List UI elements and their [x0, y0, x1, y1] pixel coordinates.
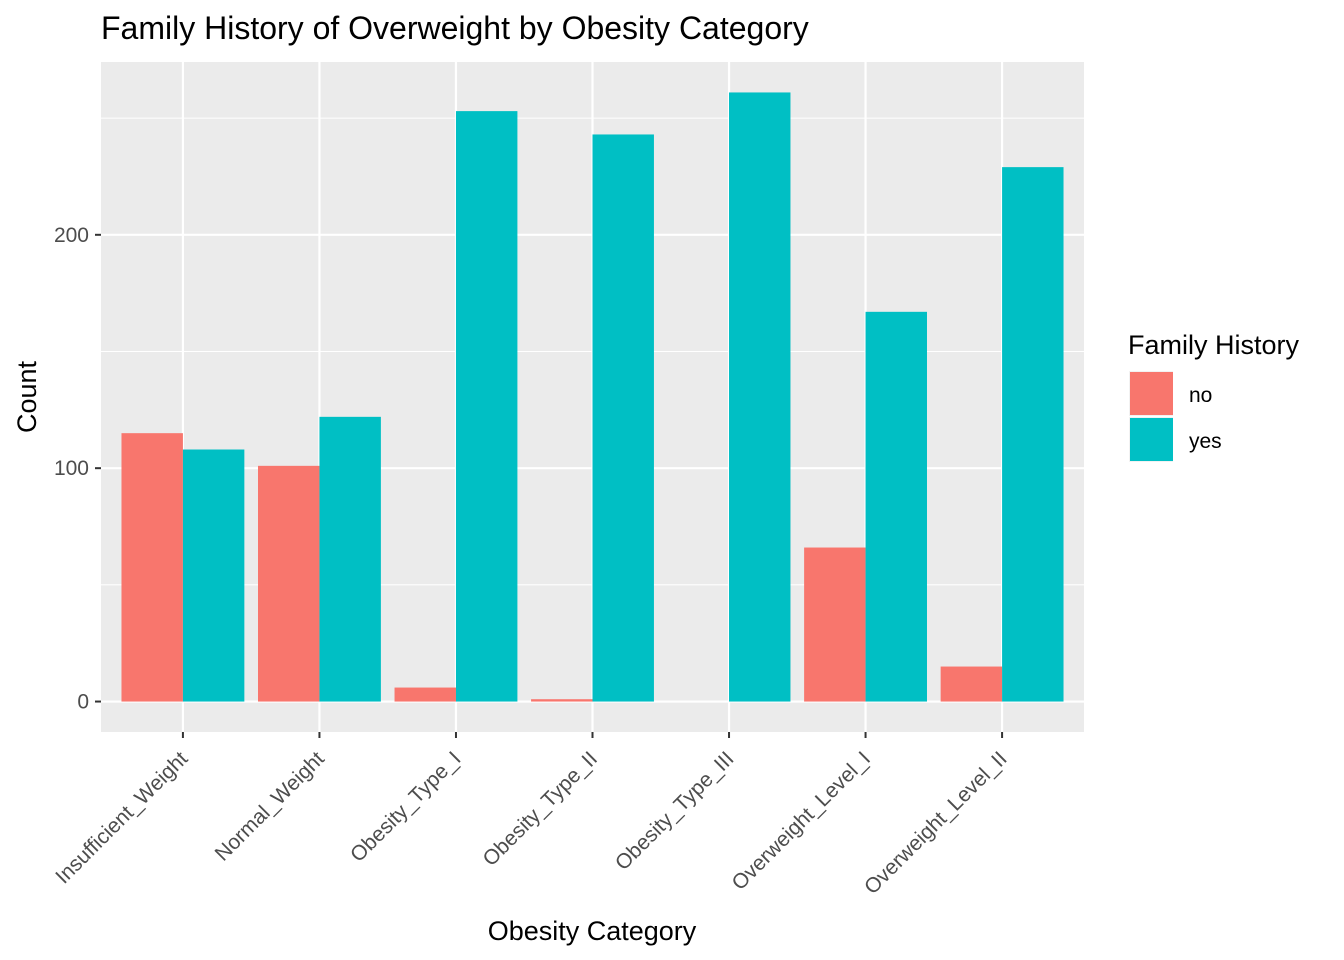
bar-yes-Overweight_Level_II — [1002, 167, 1064, 702]
x-tick-label: Obesity_Type_III — [611, 747, 739, 875]
bar-no-Overweight_Level_I — [804, 547, 866, 702]
y-axis: 0 100 200 — [54, 224, 101, 714]
legend: Family History no yes — [1128, 330, 1300, 462]
y-tick-label: 200 — [54, 224, 89, 247]
legend-label-no: no — [1189, 384, 1212, 407]
y-tick-label: 0 — [77, 691, 89, 714]
legend-swatch-no — [1130, 372, 1173, 415]
bar-yes-Insufficient_Weight — [182, 449, 245, 702]
bar-no-Normal_Weight — [258, 465, 320, 702]
x-tick-label: Obesity_Type_II — [478, 747, 602, 871]
x-tick-label: Insufficient_Weight — [51, 747, 192, 888]
bar-no-Overweight_Level_II — [940, 666, 1003, 702]
bar-yes-Obesity_Type_III — [729, 92, 791, 702]
bar-yes-Obesity_Type_I — [455, 111, 518, 702]
bar-yes-Obesity_Type_II — [592, 134, 654, 702]
legend-label-yes: yes — [1189, 430, 1222, 453]
x-tick-label: Overweight_Level_II — [860, 747, 1012, 899]
x-tick-label: Normal_Weight — [211, 747, 329, 865]
bars — [121, 92, 1064, 702]
chart-title: Family History of Overweight by Obesity … — [101, 10, 809, 46]
bar-no-Obesity_Type_II — [531, 699, 593, 702]
y-axis-title: Count — [12, 360, 42, 433]
bar-yes-Normal_Weight — [319, 416, 381, 702]
bar-yes-Overweight_Level_I — [865, 311, 927, 702]
bar-no-Insufficient_Weight — [121, 433, 183, 702]
x-tick-label: Obesity_Type_I — [346, 747, 465, 866]
bar-no-Obesity_Type_I — [394, 687, 456, 702]
x-tick-label: Overweight_Level_I — [728, 747, 876, 895]
legend-title: Family History — [1128, 330, 1300, 360]
legend-swatch-yes — [1130, 418, 1173, 461]
x-axis-title: Obesity Category — [488, 916, 697, 946]
x-axis: Insufficient_Weight Normal_Weight Obesity_… — [51, 732, 1012, 899]
y-tick-label: 100 — [54, 457, 89, 480]
